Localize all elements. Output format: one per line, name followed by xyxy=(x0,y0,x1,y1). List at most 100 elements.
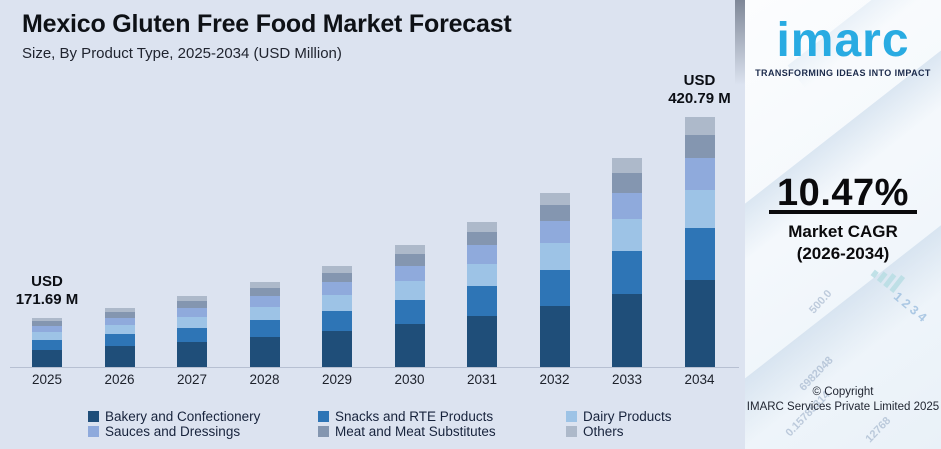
x-axis-label-2033: 2033 xyxy=(611,372,643,387)
cagr-value: 10.47% xyxy=(777,172,909,214)
legend-label-meat-and-meat-substitutes: Meat and Meat Substitutes xyxy=(335,423,496,439)
bar-2033-segment-others xyxy=(612,158,642,173)
bar-2027-segment-bakery-and-confectionery xyxy=(177,342,207,367)
cagr-underline xyxy=(769,210,917,214)
bar-2032-segment-dairy-products xyxy=(539,243,570,271)
bar-2032-segment-sauces-and-dressings xyxy=(539,221,570,244)
bar-2025-segment-meat-and-meat-substitutes xyxy=(32,321,62,326)
bar-2026-segment-dairy-products xyxy=(104,325,135,335)
legend-item-sauces-and-dressings: Sauces and Dressings xyxy=(88,423,241,439)
bar-2026 xyxy=(104,307,135,367)
bar-2034-segment-bakery-and-confectionery xyxy=(684,279,715,367)
bar-2025 xyxy=(32,317,62,367)
bar-2033-segment-sauces-and-dressings xyxy=(612,192,642,219)
bar-2029-segment-others xyxy=(322,265,352,273)
imarc-logo-tagline: TRANSFORMING IDEAS INTO IMPACT xyxy=(755,68,931,78)
bar-2029-segment-snacks-and-rte-products xyxy=(322,310,352,332)
cagr-period: (2026-2034) xyxy=(796,244,890,263)
bar-2025-segment-bakery-and-confectionery xyxy=(32,349,62,367)
bar-2026-segment-snacks-and-rte-products xyxy=(104,334,135,347)
bar-2030-segment-sauces-and-dressings xyxy=(394,265,425,281)
x-axis-label-2026: 2026 xyxy=(104,372,135,387)
imarc-logo: imarc TRANSFORMING IDEAS INTO IMPACT xyxy=(745,14,941,79)
x-axis-label-2027: 2027 xyxy=(176,372,208,387)
bar-2027-segment-snacks-and-rte-products xyxy=(177,327,207,343)
imarc-logo-text: imarc xyxy=(776,14,910,67)
bar-2026-segment-sauces-and-dressings xyxy=(104,317,135,326)
bar-2034-segment-sauces-and-dressings xyxy=(684,158,715,190)
bar-2028-segment-sauces-and-dressings xyxy=(249,296,280,307)
stacked-bar-chart: 2025 USD 171.69 M 2026 2027 2028 2029 2030 2031 2… xyxy=(10,72,739,439)
x-axis-label-2030: 2030 xyxy=(394,372,425,387)
bar-2031-segment-snacks-and-rte-products xyxy=(467,286,497,317)
decor-number: 12768 xyxy=(863,414,894,446)
copyright-line2: IMARC Services Private Limited 2025 xyxy=(746,401,940,413)
bar-2028 xyxy=(249,282,280,367)
page-title: Mexico Gluten Free Food Market Forecast xyxy=(22,10,512,38)
decor-number: 500.0 xyxy=(807,287,835,317)
bar-2028-segment-snacks-and-rte-products xyxy=(249,319,280,338)
data-label-2034: USD 420.79 M xyxy=(668,72,731,107)
bar-2029 xyxy=(322,265,352,367)
bar-2033-segment-snacks-and-rte-products xyxy=(612,251,642,294)
bar-2025-segment-snacks-and-rte-products xyxy=(32,339,62,350)
bar-2034-segment-others xyxy=(684,117,715,135)
bar-2025-segment-sauces-and-dressings xyxy=(32,325,62,332)
bar-2031-segment-dairy-products xyxy=(467,263,497,287)
legend-label-dairy-products: Dairy Products xyxy=(583,408,672,424)
bar-2030-segment-others xyxy=(394,245,425,254)
decor-number: 1 2 3 4 xyxy=(890,289,930,325)
x-axis-label-2025: 2025 xyxy=(31,372,63,387)
bar-2026-segment-bakery-and-confectionery xyxy=(104,346,135,367)
bar-2032 xyxy=(539,192,570,367)
legend-label-sauces-and-dressings: Sauces and Dressings xyxy=(105,423,241,439)
bar-2026-segment-meat-and-meat-substitutes xyxy=(104,312,135,318)
bar-2033-segment-bakery-and-confectionery xyxy=(612,293,642,367)
legend-label-others: Others xyxy=(583,423,624,439)
legend-swatch-dairy-products xyxy=(566,410,577,422)
data-label-2025: USD 171.69 M xyxy=(15,272,79,308)
bar-2026-segment-others xyxy=(104,307,135,313)
legend-label-bakery-and-confectionery: Bakery and Confectionery xyxy=(105,408,261,424)
bar-2029-segment-meat-and-meat-substitutes xyxy=(322,272,352,283)
bar-2027-segment-others xyxy=(177,296,207,302)
bar-2028-segment-meat-and-meat-substitutes xyxy=(249,288,280,297)
bar-2027-segment-meat-and-meat-substitutes xyxy=(177,301,207,308)
bar-2030 xyxy=(394,245,425,367)
legend-label-snacks-and-rte-products: Snacks and RTE Products xyxy=(335,408,494,424)
bar-2033 xyxy=(612,158,642,367)
bar-2033-segment-dairy-products xyxy=(612,218,642,252)
bar-2027 xyxy=(177,296,207,367)
bar-2025-segment-dairy-products xyxy=(32,331,62,340)
bar-2029-segment-bakery-and-confectionery xyxy=(322,331,352,367)
x-axis-label-2034: 2034 xyxy=(684,372,715,387)
bar-2034-segment-snacks-and-rte-products xyxy=(684,228,715,280)
legend-swatch-others xyxy=(566,425,577,437)
bar-2034-segment-dairy-products xyxy=(684,189,715,229)
x-axis-label-2028: 2028 xyxy=(249,372,280,387)
bar-2028-segment-bakery-and-confectionery xyxy=(249,337,280,367)
legend-swatch-sauces-and-dressings xyxy=(88,425,99,437)
legend-swatch-snacks-and-rte-products xyxy=(318,410,329,422)
bar-2034 xyxy=(684,117,715,367)
decor-mini-bar-chart xyxy=(870,260,908,295)
bar-2030-segment-dairy-products xyxy=(394,280,425,300)
legend-item-meat-and-meat-substitutes: Meat and Meat Substitutes xyxy=(318,423,496,439)
x-axis-label-2032: 2032 xyxy=(539,372,570,387)
x-axis-label-2029: 2029 xyxy=(321,372,353,387)
legend-item-dairy-products: Dairy Products xyxy=(566,408,672,424)
brand-panel: 500.0 1 2 3 4 6982048 0.15785314 12768 i… xyxy=(745,0,941,449)
bar-2029-segment-sauces-and-dressings xyxy=(322,282,352,295)
bar-2028-segment-dairy-products xyxy=(249,306,280,320)
bar-2027-segment-sauces-and-dressings xyxy=(177,307,207,317)
legend-item-others: Others xyxy=(566,423,624,439)
bar-2028-segment-others xyxy=(249,282,280,289)
bar-2031-segment-bakery-and-confectionery xyxy=(467,316,497,367)
bar-2025-segment-others xyxy=(32,317,62,322)
x-axis-label-2031: 2031 xyxy=(466,372,498,387)
bar-2030-segment-bakery-and-confectionery xyxy=(394,324,425,367)
bar-2032-segment-others xyxy=(539,192,570,205)
legend-item-bakery-and-confectionery: Bakery and Confectionery xyxy=(88,408,261,424)
bar-2032-segment-snacks-and-rte-products xyxy=(539,270,570,306)
page-subtitle: Size, By Product Type, 2025-2034 (USD Mi… xyxy=(22,45,342,62)
